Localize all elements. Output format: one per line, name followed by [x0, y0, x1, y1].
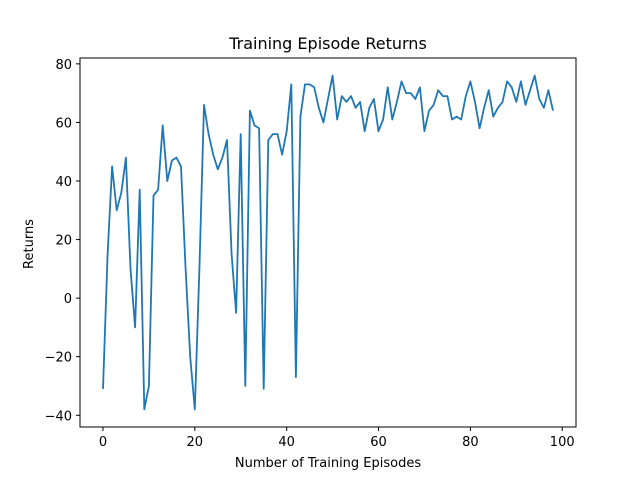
plot-area — [79, 57, 577, 428]
x-tick-label: 80 — [462, 435, 479, 450]
x-tick-label: 40 — [278, 435, 295, 450]
x-tick-label: 60 — [370, 435, 387, 450]
y-tick-label: −40 — [45, 409, 72, 424]
y-axis-label: Returns — [22, 219, 37, 269]
y-tick-label: 80 — [55, 58, 72, 73]
series-returns-line — [102, 74, 554, 411]
x-tick-label: 20 — [187, 435, 204, 450]
x-axis-label: Number of Training Episodes — [235, 456, 421, 471]
y-axis: −40 −20 0 20 40 60 80 — [45, 58, 80, 424]
plot-frame — [79, 57, 577, 428]
y-tick-label: 40 — [55, 175, 72, 190]
chart-title: Training Episode Returns — [228, 34, 427, 53]
x-tick-label: 0 — [99, 435, 107, 450]
y-tick-label: −20 — [45, 351, 72, 366]
x-axis: 0 20 40 60 80 100 — [99, 427, 575, 450]
y-tick-label: 60 — [55, 116, 72, 131]
y-tick-label: 20 — [55, 234, 72, 249]
x-tick-label: 100 — [550, 435, 575, 450]
y-tick-label: 0 — [64, 292, 72, 307]
